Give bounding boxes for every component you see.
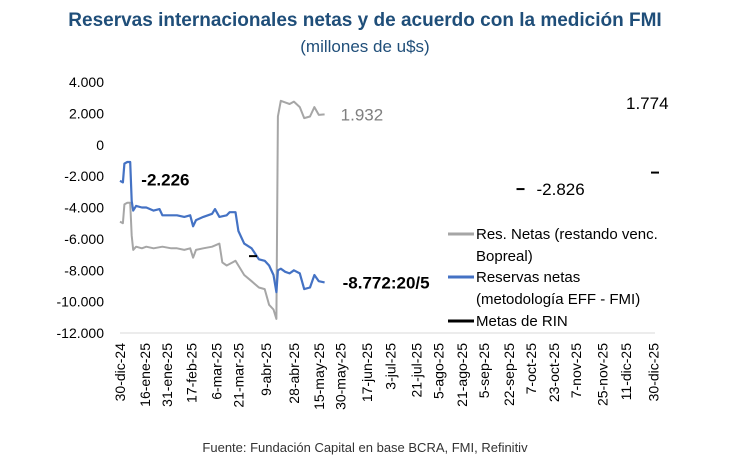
y-tick-label: 0 — [96, 137, 104, 153]
chart-subtitle: (millones de u$s) — [300, 37, 430, 56]
legend-label: Res. Netas (restando venc. — [476, 226, 658, 243]
y-tick-label: -4.000 — [64, 200, 104, 216]
legend-label: Bopreal) — [476, 248, 533, 265]
x-tick-label: 22-sep-25 — [501, 343, 517, 406]
x-tick-label: 25-nov-25 — [594, 343, 610, 406]
x-tick-label: 21-jul-25 — [409, 343, 425, 398]
y-tick-label: -2.000 — [64, 168, 104, 184]
x-tick-label: 21-ago-25 — [454, 343, 470, 407]
data-label: -8.772:20/5 — [343, 273, 430, 292]
x-tick-label: 9-abr-25 — [258, 343, 274, 396]
legend-label: Metas de RIN — [476, 313, 568, 330]
x-tick-label: 5-ago-25 — [431, 343, 447, 399]
series-reservas-netas-line — [119, 160, 325, 294]
x-tick-label: 6-mar-25 — [208, 343, 224, 400]
y-axis: 4.000 2.000 0 -2.000 -4.000 -6.000 -8.000 -10.0… — [57, 74, 105, 341]
x-tick-label: 23-oct-25 — [546, 343, 562, 402]
legend: Res. Netas (restando venc. Bopreal) Reserv… — [448, 226, 658, 330]
x-tick-label: 11-dic-25 — [618, 343, 634, 401]
chart-source: Fuente: Fundación Capital en base BCRA, … — [202, 440, 528, 455]
data-label: 1.932 — [341, 105, 384, 124]
x-axis: 30-dic-24 16-ene-25 31-ene-25 17-feb-25 6-ma… — [112, 332, 662, 410]
y-tick-label: 2.000 — [69, 105, 104, 121]
chart-title: Reservas internacionales netas y de acue… — [68, 10, 662, 31]
y-tick-label: -12.000 — [57, 325, 105, 341]
data-label: -2.226 — [141, 171, 189, 190]
x-tick-label: 28-abr-25 — [286, 343, 302, 404]
x-tick-label: 17-jun-25 — [359, 343, 375, 402]
x-tick-label: 5-sep-25 — [476, 343, 492, 398]
x-tick-label: 21-mar-25 — [230, 343, 246, 408]
y-tick-label: -8.000 — [64, 262, 104, 278]
x-tick-label: 3-jul-25 — [382, 343, 398, 390]
series-res-netas-line — [119, 99, 325, 320]
x-tick-label: 17-feb-25 — [184, 343, 200, 403]
x-tick-label: 7-nov-25 — [568, 343, 584, 398]
series-layer — [119, 99, 659, 320]
y-tick-label: -10.000 — [57, 294, 105, 310]
x-tick-label: 16-ene-25 — [137, 343, 153, 407]
x-tick-label: 30-may-25 — [333, 343, 349, 410]
data-label: -2.826 — [537, 180, 585, 199]
x-tick-label: 15-may-25 — [311, 343, 327, 410]
y-tick-label: 4.000 — [69, 74, 104, 90]
x-tick-label: 7-oct-25 — [523, 343, 539, 395]
y-tick-label: -6.000 — [64, 231, 104, 247]
x-tick-label: 31-ene-25 — [159, 343, 175, 407]
x-tick-label: 30-dic-24 — [112, 343, 128, 402]
annotation-layer: -2.226 1.932 -8.772:20/5 -2.826 1.774 — [141, 94, 668, 292]
legend-label: (metodología EFF - FMI) — [476, 291, 640, 308]
data-label: 1.774 — [626, 94, 669, 113]
x-tick-label: 30-dic-25 — [646, 343, 662, 402]
legend-label: Reservas netas — [476, 269, 580, 286]
